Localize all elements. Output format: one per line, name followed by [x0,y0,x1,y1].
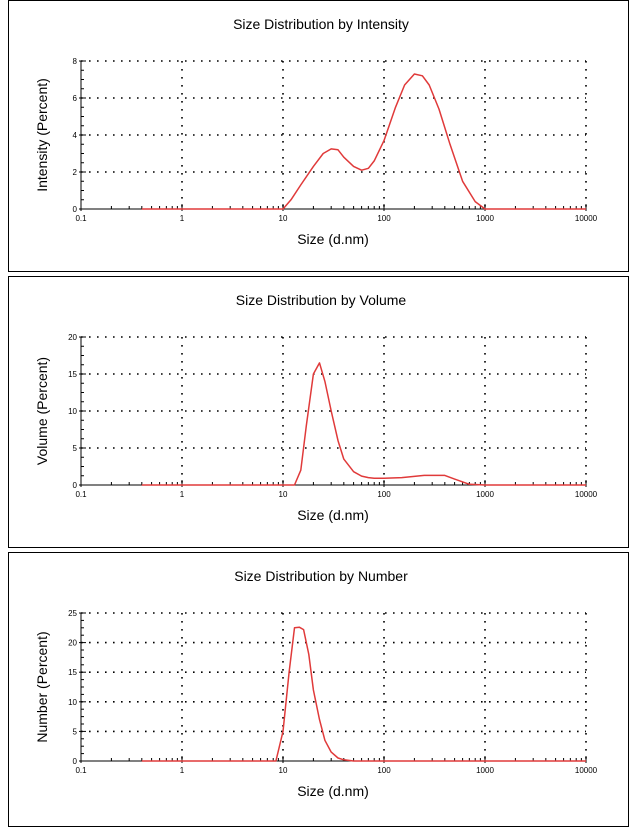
y-tick-label: 0 [73,757,78,766]
x-tick-label: 0.1 [75,214,87,223]
y-tick-label: 10 [68,407,77,416]
x-tick-label: 100 [377,490,391,499]
x-tick-label: 10 [279,766,288,775]
y-tick-label: 15 [68,370,77,379]
x-tick-label: 1000 [476,766,494,775]
x-tick-label: 1 [180,766,185,775]
y-tick-label: 4 [73,131,78,140]
chart-title: Size Distribution by Volume [236,292,407,308]
y-tick-label: 20 [68,639,77,648]
x-tick-label: 10000 [575,490,598,499]
chart-title: Size Distribution by Intensity [233,16,409,32]
y-tick-label: 20 [68,333,77,342]
x-tick-label: 10000 [575,766,598,775]
y-tick-label: 15 [68,668,77,677]
x-tick-label: 1000 [476,214,494,223]
y-axis-label: Volume (Percent) [34,357,50,465]
volume-chart-panel: Size Distribution by Volume 0.1 1 10 100 1000… [8,276,629,548]
intensity-chart: Size Distribution by Intensity 0.1 1 10 100 1… [34,16,598,247]
x-tick-label: 100 [377,214,391,223]
x-axis-label: Size (d.nm) [297,507,369,523]
y-tick-label: 8 [73,57,78,66]
x-axis-label: Size (d.nm) [297,231,369,247]
y-tick-label: 5 [73,727,78,736]
x-tick-label: 1 [180,214,185,223]
y-tick-label: 10 [68,698,77,707]
x-tick-label: 10 [279,214,288,223]
x-axis-label: Size (d.nm) [297,783,369,799]
x-tick-label: 1 [180,490,185,499]
x-tick-label: 0.1 [75,490,87,499]
y-tick-label: 0 [73,481,78,490]
x-tick-label: 1000 [476,490,494,499]
x-tick-label: 100 [377,766,391,775]
x-tick-label: 10 [279,490,288,499]
y-axis-label: Number (Percent) [34,631,50,742]
y-tick-label: 6 [73,94,78,103]
volume-percent-series-line [141,362,586,486]
y-tick-label: 0 [73,205,78,214]
number-chart-panel: Size Distribution by Number 0.1 1 10 100 1000… [8,552,629,827]
number-percent-series-line [141,626,586,762]
y-tick-label: 5 [73,444,78,453]
intensity-percent-series-line [141,73,586,210]
chart-title: Size Distribution by Number [234,568,408,584]
y-axis-label: Intensity (Percent) [34,78,50,192]
x-tick-label: 0.1 [75,766,87,775]
intensity-chart-panel: Size Distribution by Intensity 0.1 1 10 100 1… [8,0,629,272]
y-tick-label: 25 [68,609,77,618]
y-tick-label: 2 [73,168,78,177]
x-tick-label: 10000 [575,214,598,223]
